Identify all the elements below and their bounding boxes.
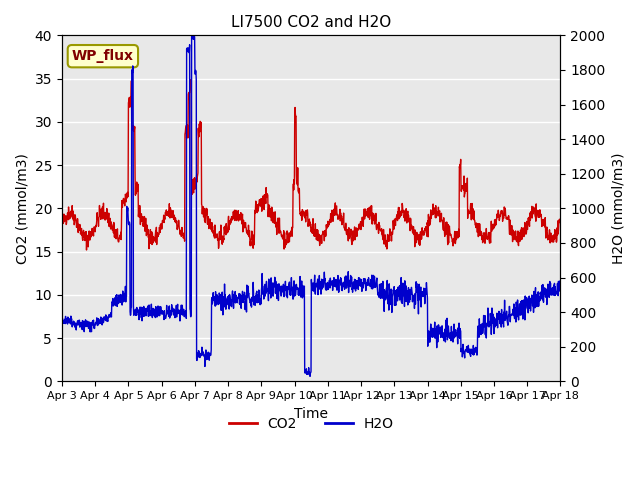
CO2 (289, 181, 297, 187)
CO2 (83, 247, 90, 253)
CO2 (117, 237, 125, 242)
H2O (58, 314, 66, 320)
CO2 (342, 230, 350, 236)
CO2 (58, 221, 66, 227)
CO2 (187, 77, 195, 83)
Text: WP_flux: WP_flux (72, 49, 134, 63)
Y-axis label: CO2 (mmol/m3): CO2 (mmol/m3) (15, 153, 29, 264)
Line: CO2: CO2 (62, 80, 561, 250)
H2O (97, 320, 104, 326)
CO2 (270, 220, 278, 226)
CO2 (280, 230, 288, 236)
CO2 (557, 220, 564, 226)
X-axis label: Time: Time (294, 407, 328, 420)
H2O (270, 283, 278, 289)
H2O (557, 281, 564, 287)
Title: LI7500 CO2 and H2O: LI7500 CO2 and H2O (231, 15, 391, 30)
CO2 (97, 216, 105, 222)
Line: H2O: H2O (62, 30, 561, 376)
H2O (306, 373, 314, 379)
H2O (117, 291, 125, 297)
H2O (189, 27, 196, 33)
H2O (280, 294, 288, 300)
Legend: CO2, H2O: CO2, H2O (223, 412, 399, 437)
H2O (342, 285, 350, 291)
H2O (289, 296, 297, 302)
Y-axis label: H2O (mmol/m3): H2O (mmol/m3) (611, 153, 625, 264)
